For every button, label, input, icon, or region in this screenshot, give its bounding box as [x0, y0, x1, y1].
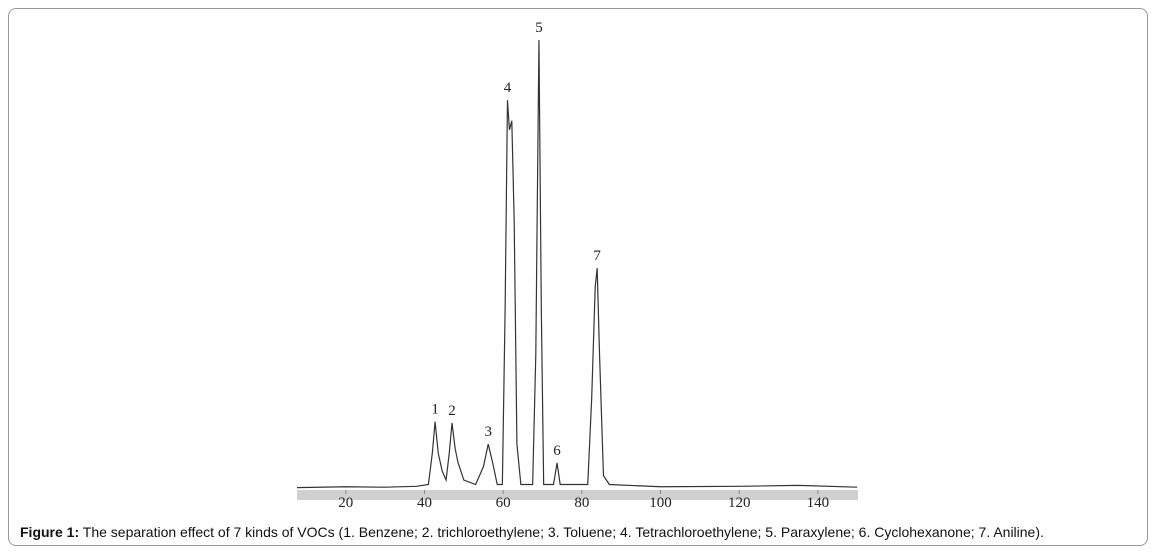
peak-label: 3	[484, 424, 492, 440]
x-tick-label: 20	[338, 495, 353, 511]
peak-label: 6	[553, 443, 561, 459]
caption: Figure 1: The separation effect of 7 kin…	[20, 524, 1044, 540]
x-tick-label: 120	[728, 495, 751, 511]
chromatogram-trace	[296, 39, 858, 489]
caption-text: The separation effect of 7 kinds of VOCs…	[82, 524, 1044, 540]
peak-label: 2	[448, 403, 456, 419]
x-tick-label: 80	[574, 495, 589, 511]
caption-label: Figure 1:	[20, 524, 80, 540]
figure-frame	[8, 8, 1148, 546]
peak-label: 7	[593, 248, 601, 264]
peak-label: 5	[535, 20, 543, 36]
x-axis-band	[297, 490, 858, 500]
x-tick-label: 100	[649, 495, 672, 511]
peak-label: 1	[431, 402, 439, 418]
chart: 20 40 60 80 100 120 140 1 2 3 4 5 6 7	[296, 20, 858, 511]
peak-label: 4	[504, 80, 512, 96]
x-tick-label: 140	[807, 495, 830, 511]
x-tick-label: 40	[417, 495, 432, 511]
x-tick-label: 60	[496, 495, 511, 511]
